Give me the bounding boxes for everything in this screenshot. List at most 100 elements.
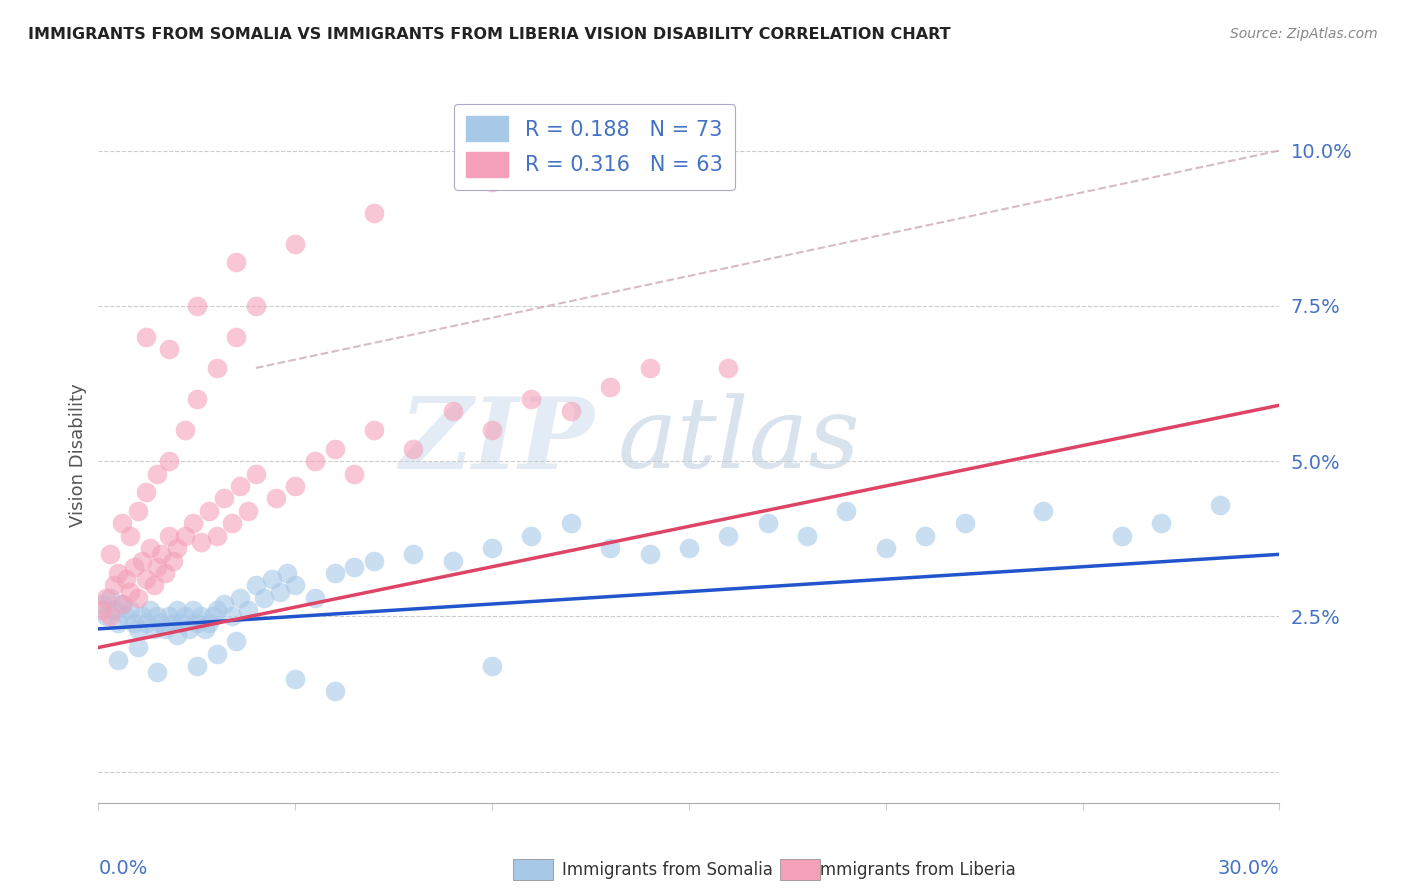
Point (221, 609, 243, 624)
Point (91, 597, 114, 611)
Y-axis label: Vision Disability: Vision Disability (69, 383, 87, 527)
Point (1111, 529, 1133, 543)
Point (146, 559, 169, 574)
Point (441, 404, 464, 418)
Point (146, 609, 169, 624)
Point (122, 615, 145, 630)
Point (186, 659, 208, 673)
Point (441, 553, 464, 567)
Point (150, 615, 173, 630)
Point (481, 659, 503, 673)
Point (205, 529, 228, 543)
Point (146, 467, 169, 481)
Text: atlas: atlas (619, 393, 860, 489)
Point (142, 578, 165, 592)
Point (343, 467, 366, 481)
Point (162, 615, 184, 630)
Point (107, 566, 129, 580)
Point (1032, 504, 1054, 518)
Point (304, 454, 326, 468)
Point (197, 504, 219, 518)
Point (127, 640, 149, 655)
Point (146, 665, 169, 680)
Point (520, 392, 543, 406)
Point (157, 529, 180, 543)
Point (796, 529, 818, 543)
Text: Source: ZipAtlas.com: Source: ZipAtlas.com (1230, 27, 1378, 41)
Point (190, 609, 212, 624)
Point (481, 423, 503, 437)
Point (402, 442, 425, 456)
Point (304, 591, 326, 605)
Point (118, 603, 141, 617)
Point (155, 622, 177, 636)
Point (174, 529, 197, 543)
Point (157, 609, 180, 624)
Point (214, 491, 236, 506)
Point (284, 479, 307, 493)
Point (363, 205, 385, 219)
Point (229, 591, 252, 605)
Point (225, 634, 247, 648)
Point (1209, 498, 1232, 512)
Point (155, 566, 177, 580)
Point (91, 603, 114, 617)
Point (157, 454, 180, 468)
Point (284, 578, 307, 592)
Point (111, 597, 134, 611)
Point (323, 442, 346, 456)
Point (181, 516, 204, 531)
Point (560, 516, 582, 531)
Point (127, 622, 149, 636)
Point (103, 603, 125, 617)
Point (111, 516, 134, 531)
Point (953, 516, 976, 531)
Point (236, 504, 259, 518)
Point (197, 615, 219, 630)
Point (260, 572, 283, 586)
Point (166, 541, 188, 555)
Point (205, 361, 228, 376)
Point (127, 504, 149, 518)
Point (599, 379, 621, 393)
Point (111, 597, 134, 611)
Point (190, 535, 212, 549)
Point (131, 553, 153, 567)
Point (135, 572, 157, 586)
Point (201, 609, 224, 624)
Point (127, 591, 149, 605)
Legend: R = 0.188   N = 73, R = 0.316   N = 63: R = 0.188 N = 73, R = 0.316 N = 63 (454, 103, 735, 190)
Text: Immigrants from Somalia: Immigrants from Somalia (562, 861, 773, 879)
Point (481, 175, 503, 189)
Text: 0.0%: 0.0% (98, 859, 148, 878)
Point (107, 615, 129, 630)
Point (225, 330, 247, 344)
Point (115, 572, 138, 586)
Point (875, 541, 897, 555)
Point (323, 566, 346, 580)
Point (245, 578, 267, 592)
Point (138, 603, 160, 617)
Point (717, 361, 740, 376)
Point (264, 491, 287, 506)
Point (276, 566, 298, 580)
Point (638, 361, 661, 376)
Point (221, 516, 243, 531)
Point (166, 603, 188, 617)
Point (229, 479, 252, 493)
Point (520, 529, 543, 543)
Text: ZIP: ZIP (399, 392, 595, 489)
Point (269, 584, 291, 599)
Point (638, 547, 661, 561)
Point (717, 529, 740, 543)
Point (236, 603, 259, 617)
Point (284, 236, 307, 251)
Point (363, 553, 385, 567)
Point (96, 609, 118, 624)
Point (599, 541, 621, 555)
Point (98, 609, 121, 624)
Point (186, 615, 208, 630)
Point (245, 467, 267, 481)
Point (835, 504, 858, 518)
Point (560, 404, 582, 418)
